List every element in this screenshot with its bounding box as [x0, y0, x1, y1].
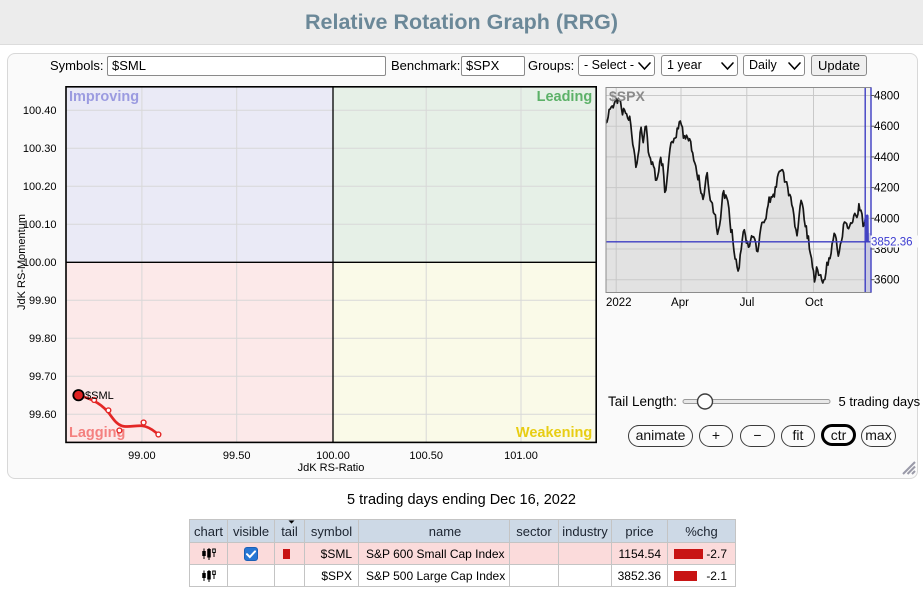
svg-text:Weakening: Weakening	[516, 425, 592, 441]
svg-text:4800: 4800	[874, 91, 900, 103]
svg-text:3852.36: 3852.36	[871, 237, 913, 249]
svg-text:Jul: Jul	[740, 297, 755, 309]
svg-text:100.20: 100.20	[23, 181, 57, 193]
svg-text:99.90: 99.90	[29, 295, 57, 307]
svg-text:4400: 4400	[874, 152, 900, 164]
svg-text:101.00: 101.00	[504, 450, 538, 462]
svg-text:100.00: 100.00	[23, 257, 57, 269]
svg-text:4000: 4000	[874, 213, 900, 225]
svg-text:4200: 4200	[874, 183, 900, 195]
svg-text:Oct: Oct	[805, 297, 824, 309]
svg-text:JdK RS-Ratio: JdK RS-Ratio	[298, 462, 365, 474]
svg-text:Apr: Apr	[671, 297, 689, 309]
svg-text:Tail Length:: Tail Length:	[608, 394, 677, 409]
svg-text:JdK RS-Momentum: JdK RS-Momentum	[16, 214, 28, 310]
svg-text:100.40: 100.40	[23, 105, 57, 117]
svg-text:100.50: 100.50	[409, 450, 443, 462]
svg-text:99.00: 99.00	[128, 450, 156, 462]
svg-text:3600: 3600	[874, 275, 900, 287]
svg-text:99.60: 99.60	[29, 409, 57, 421]
svg-text:4600: 4600	[874, 121, 900, 133]
svg-text:100.10: 100.10	[23, 219, 57, 231]
svg-text:$SPX: $SPX	[609, 88, 645, 104]
svg-text:5 trading days: 5 trading days	[839, 394, 921, 409]
svg-text:100.30: 100.30	[23, 143, 57, 155]
svg-text:$SML: $SML	[85, 390, 114, 402]
svg-text:Lagging: Lagging	[69, 425, 125, 441]
svg-text:2022: 2022	[606, 297, 632, 309]
svg-text:Improving: Improving	[69, 89, 139, 105]
svg-text:100.00: 100.00	[316, 450, 350, 462]
svg-text:99.80: 99.80	[29, 333, 57, 345]
svg-text:Leading: Leading	[537, 89, 593, 105]
svg-text:99.50: 99.50	[223, 450, 251, 462]
svg-text:99.70: 99.70	[29, 371, 57, 383]
